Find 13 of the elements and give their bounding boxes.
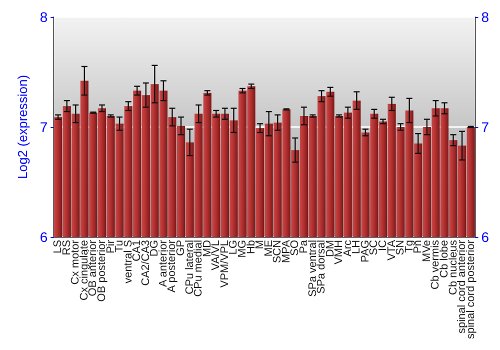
y-tick-label: 6 — [40, 228, 48, 245]
y2-tick-label: 6 — [481, 228, 490, 245]
x-tick-label: Pa — [298, 239, 310, 254]
y-tick-label: 8 — [40, 9, 48, 25]
y2-tick-label: 7 — [481, 118, 490, 135]
y-axis-title: Log2 (expression) — [15, 74, 30, 180]
x-tick-label: A posterior — [166, 240, 178, 293]
x-tick-label: OB posterior — [96, 240, 108, 302]
y2-tick-label: 8 — [481, 9, 490, 25]
x-tick-label: Tg — [403, 240, 416, 253]
x-tick-label: spinal cord posterior — [464, 240, 477, 340]
x-tick-label: Cb lobe — [438, 240, 450, 278]
y-tick-label: 7 — [40, 118, 48, 135]
